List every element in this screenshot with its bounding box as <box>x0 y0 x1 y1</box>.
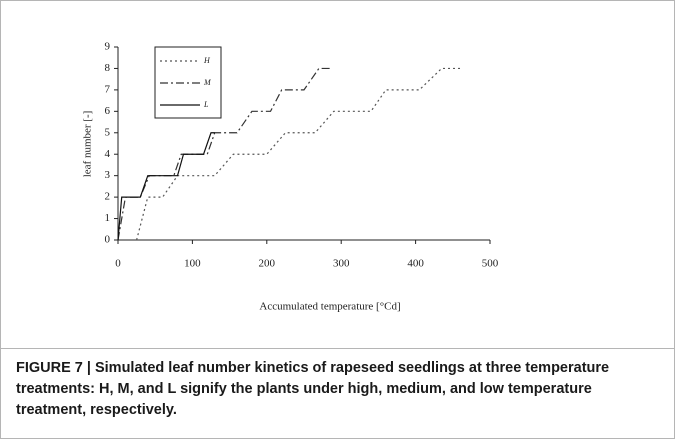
y-tick-label: 8 <box>105 62 111 74</box>
series-line <box>136 67 461 241</box>
x-tick-label: 0 <box>115 258 121 270</box>
y-tick-label: 7 <box>105 83 111 95</box>
chart: Accumulated temperature [°Cd] leaf numbe… <box>82 41 499 313</box>
y-tick-label: 2 <box>105 191 111 203</box>
x-tick-label: 200 <box>259 258 276 270</box>
legend-label: H <box>203 56 211 65</box>
x-tick-label: 500 <box>482 258 499 270</box>
y-tick-label: 6 <box>105 105 111 117</box>
y-tick-label: 0 <box>105 234 111 246</box>
y-tick-label: 3 <box>105 169 111 181</box>
series-line <box>117 67 331 241</box>
x-tick-label: 100 <box>184 258 201 270</box>
x-tick-label: 400 <box>407 258 424 270</box>
series-line <box>117 132 215 241</box>
legend-label: M <box>203 78 212 87</box>
x-axis-label: Accumulated temperature [°Cd] <box>259 301 400 313</box>
y-tick-label: 9 <box>105 41 111 53</box>
y-tick-label: 4 <box>105 148 111 160</box>
x-tick-label: 300 <box>333 258 350 270</box>
separator <box>0 348 675 349</box>
y-tick-label: 1 <box>105 212 111 224</box>
y-tick-label: 5 <box>105 126 111 138</box>
caption: FIGURE 7 | Simulated leaf number kinetic… <box>16 360 610 418</box>
y-axis-label: leaf number [-] <box>82 111 94 178</box>
legend-label: L <box>203 100 209 109</box>
